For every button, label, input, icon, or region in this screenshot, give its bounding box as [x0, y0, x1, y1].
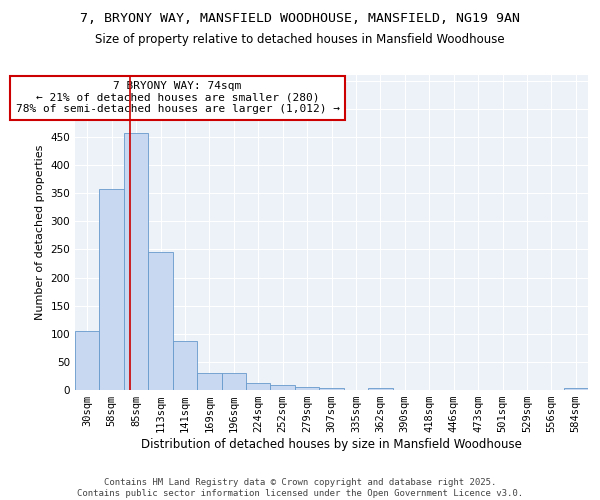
Bar	[319, 388, 344, 390]
Text: 7, BRYONY WAY, MANSFIELD WOODHOUSE, MANSFIELD, NG19 9AN: 7, BRYONY WAY, MANSFIELD WOODHOUSE, MANS…	[80, 12, 520, 26]
Bar	[368, 388, 392, 390]
Bar	[148, 252, 173, 390]
Bar	[246, 383, 271, 390]
Text: 7 BRYONY WAY: 74sqm
← 21% of detached houses are smaller (280)
78% of semi-detac: 7 BRYONY WAY: 74sqm ← 21% of detached ho…	[16, 82, 340, 114]
Bar	[295, 387, 319, 390]
Bar	[221, 373, 246, 390]
Text: Size of property relative to detached houses in Mansfield Woodhouse: Size of property relative to detached ho…	[95, 32, 505, 46]
X-axis label: Distribution of detached houses by size in Mansfield Woodhouse: Distribution of detached houses by size …	[141, 438, 522, 451]
Bar	[100, 189, 124, 390]
Bar	[124, 133, 148, 390]
Text: Contains HM Land Registry data © Crown copyright and database right 2025.
Contai: Contains HM Land Registry data © Crown c…	[77, 478, 523, 498]
Bar	[197, 373, 221, 390]
Bar	[173, 340, 197, 390]
Y-axis label: Number of detached properties: Number of detached properties	[35, 145, 45, 320]
Bar	[271, 385, 295, 390]
Bar	[75, 331, 100, 390]
Bar	[563, 388, 588, 390]
